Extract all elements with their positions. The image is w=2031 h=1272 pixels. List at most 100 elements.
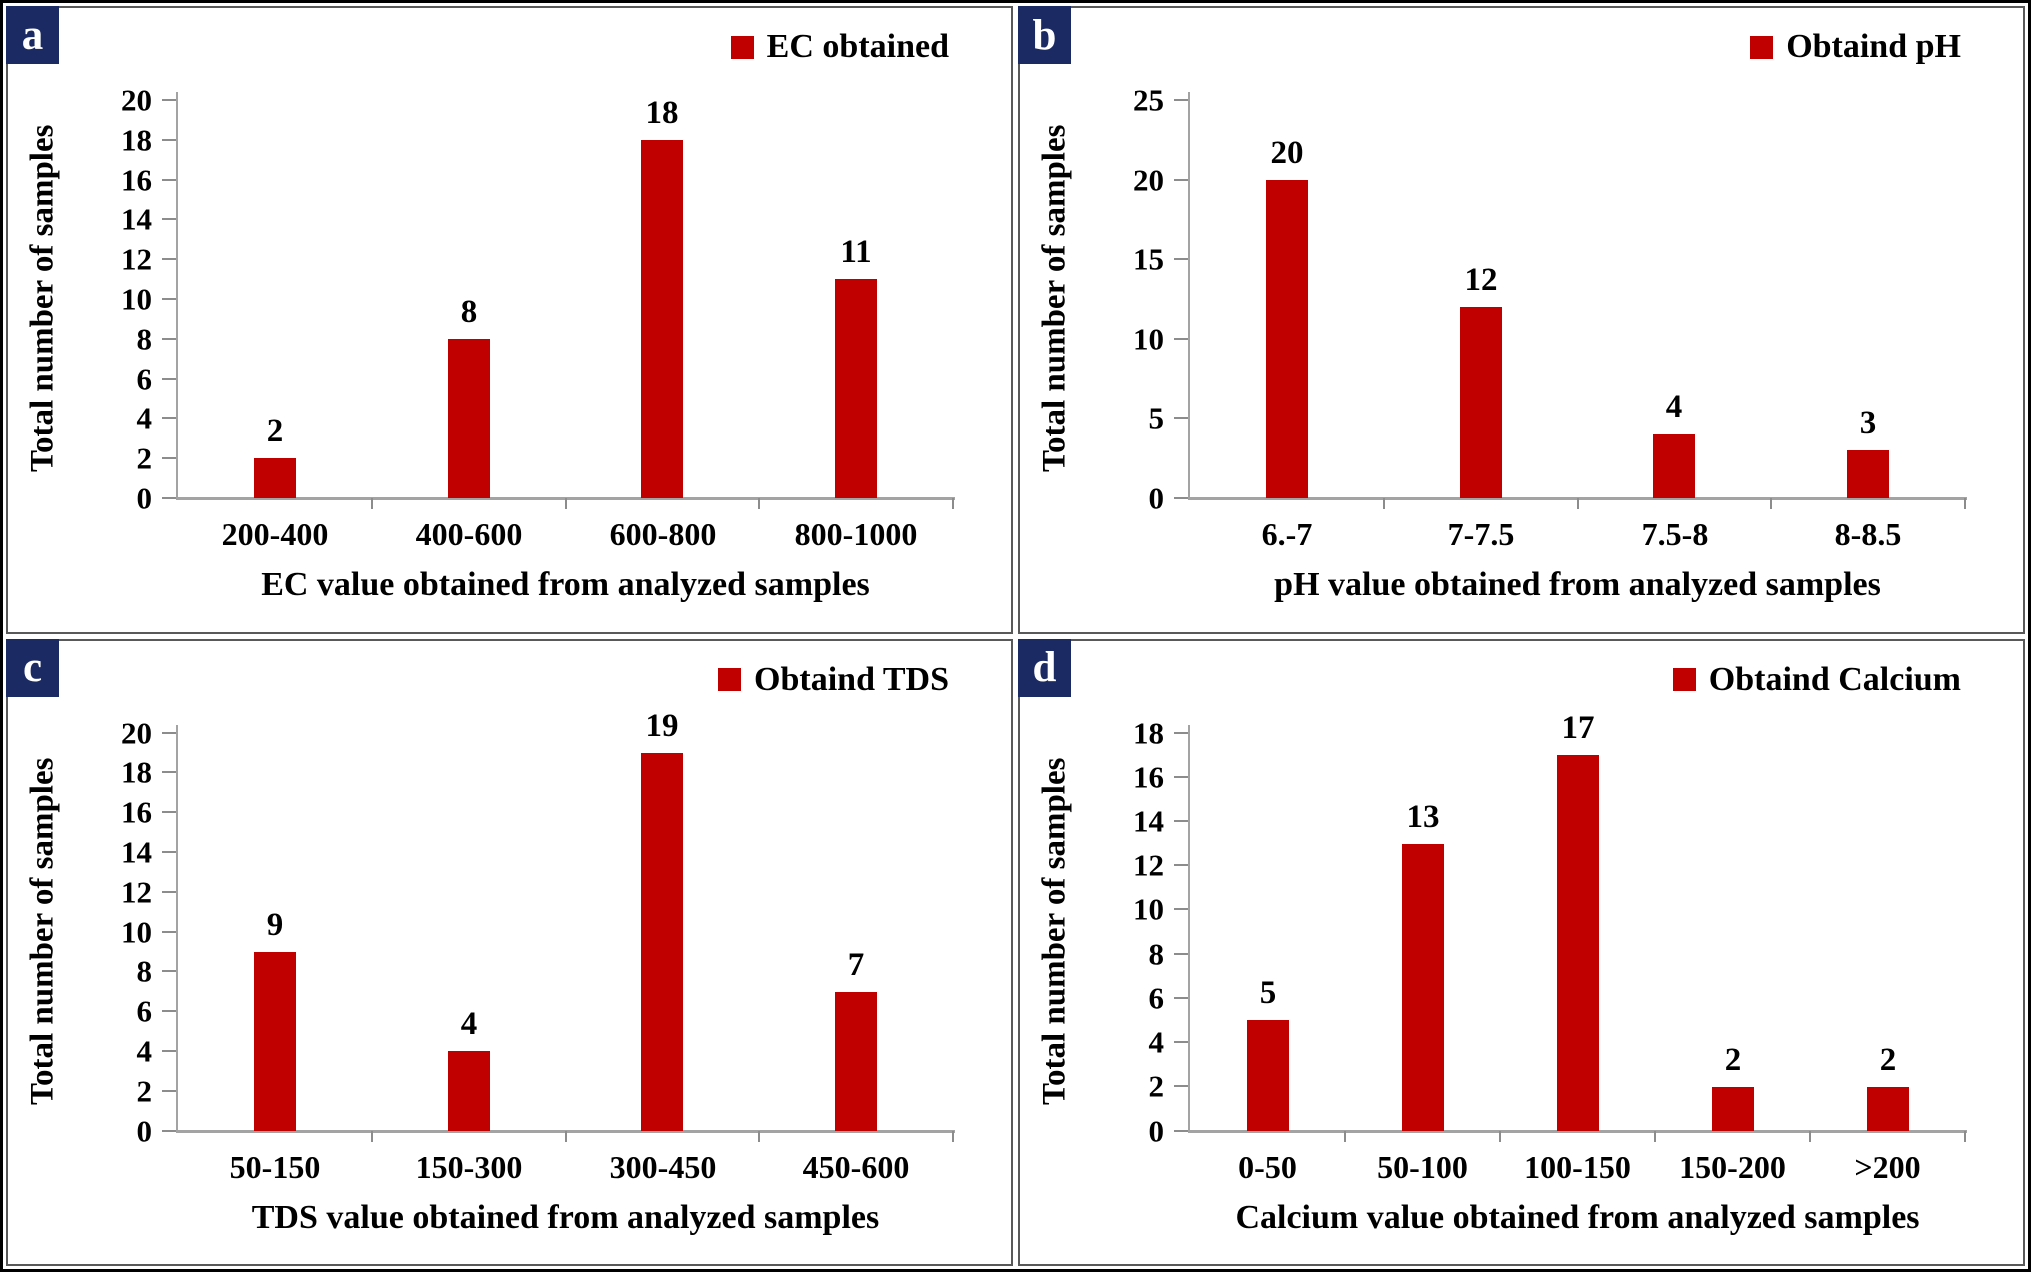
y-tick-label: 18 <box>1133 715 1164 750</box>
y-tick-label: 8 <box>136 321 153 357</box>
bar-value-label: 7 <box>847 946 865 983</box>
x-category-label: 800-1000 <box>794 516 918 552</box>
bar <box>254 951 296 1131</box>
y-tick <box>162 1089 176 1092</box>
y-tick <box>162 1010 176 1013</box>
bar <box>1867 1086 1909 1131</box>
y-axis-line <box>1188 724 1190 1131</box>
x-axis-line <box>1188 1129 1967 1133</box>
panel-d: d Obtaind Calcium Total number of sample… <box>1018 638 2025 1266</box>
y-tick-label: 18 <box>121 754 152 790</box>
y-tick-label: 10 <box>1133 321 1164 357</box>
y-tick-label: 14 <box>1133 803 1164 839</box>
y-tick-label: 20 <box>121 82 152 118</box>
y-tick <box>162 178 176 181</box>
bar <box>1247 1019 1289 1131</box>
panel-a: a EC obtained Total number of samples 0 2… <box>6 6 1013 634</box>
y-tick <box>1174 1085 1188 1088</box>
x-category-label: 100-150 <box>1524 1148 1631 1185</box>
x-tick <box>758 498 760 509</box>
bar <box>448 339 490 498</box>
y-tick-label: 4 <box>136 1033 153 1069</box>
x-category-label: 600-800 <box>609 516 717 552</box>
y-tick <box>162 930 176 933</box>
y-tick <box>162 417 176 420</box>
y-axis-line <box>1188 92 1190 498</box>
x-category-label: 8-8.5 <box>1834 516 1902 552</box>
y-tick-label: 10 <box>1133 891 1164 927</box>
y-tick-label: 16 <box>121 162 152 198</box>
y-tick-label: 18 <box>121 122 152 158</box>
bar-value-label: 20 <box>1270 135 1304 171</box>
legend-marker-icon <box>718 668 742 691</box>
y-tick <box>1174 864 1188 867</box>
panel-letter-badge: a <box>6 6 59 64</box>
y-tick <box>162 1049 176 1052</box>
x-category-label: 7-7.5 <box>1447 516 1515 552</box>
x-category-label: 6.-7 <box>1261 516 1313 552</box>
y-tick-label: 0 <box>1148 1113 1165 1148</box>
panel-c: c Obtaind TDS Total number of samples 0 2… <box>6 638 1013 1266</box>
y-axis-title: Total number of samples <box>24 756 61 1105</box>
x-tick <box>1499 1130 1501 1142</box>
x-tick <box>1964 1130 1966 1142</box>
y-tick <box>1174 952 1188 955</box>
bar-value-label: 2 <box>1879 1041 1897 1078</box>
y-tick-label: 16 <box>1133 759 1164 795</box>
bar-value-label: 19 <box>645 707 679 744</box>
y-tick <box>162 298 176 300</box>
x-tick <box>1577 498 1579 509</box>
x-axis-title: Calcium value obtained from analyzed sam… <box>1235 1198 1920 1236</box>
plot-area: 0 2 4 6 8 10 12 14 16 18 20 9 50-150 4 150-300 19 300-45… <box>121 709 955 1183</box>
bar-value-label: 5 <box>1259 974 1277 1011</box>
y-tick <box>162 138 176 141</box>
y-tick <box>1174 99 1188 101</box>
panel-letter-badge: b <box>1018 6 1071 64</box>
y-tick-label: 20 <box>1133 162 1164 198</box>
y-tick <box>162 1129 176 1132</box>
y-tick <box>1174 178 1188 181</box>
bar-value-label: 2 <box>266 413 284 449</box>
y-axis-line <box>176 724 178 1131</box>
y-tick <box>162 811 176 814</box>
y-tick-label: 0 <box>136 480 153 516</box>
bar <box>1266 180 1308 498</box>
legend: Obtaind Calcium <box>1672 662 1961 697</box>
y-tick <box>162 731 176 734</box>
y-tick <box>162 218 176 221</box>
x-category-label: 0-50 <box>1238 1148 1297 1185</box>
x-category-label: 400-600 <box>415 516 523 552</box>
x-category-label: 300-450 <box>609 1148 717 1185</box>
y-tick <box>162 497 176 499</box>
y-axis-title: Total number of samples <box>24 124 61 472</box>
y-tick <box>162 99 176 101</box>
legend: Obtaind pH <box>1750 30 1961 64</box>
y-tick <box>1174 258 1188 261</box>
panel-b: b Obtaind pH Total number of samples 0 5 1… <box>1018 6 2025 634</box>
y-tick-label: 12 <box>121 241 152 277</box>
bar <box>1653 434 1695 498</box>
x-tick <box>758 1130 760 1142</box>
y-tick <box>1174 731 1188 734</box>
y-tick-label: 12 <box>121 874 152 910</box>
y-tick-label: 0 <box>1148 480 1165 516</box>
x-tick <box>1964 498 1966 509</box>
bar <box>1557 754 1599 1131</box>
bar <box>448 1050 490 1131</box>
y-tick <box>1174 417 1188 420</box>
x-category-label: 450-600 <box>802 1148 910 1185</box>
x-category-label: 7.5-8 <box>1641 516 1709 552</box>
bar-value-label: 8 <box>460 294 478 330</box>
x-axis-title: TDS value obtained from analyzed samples <box>251 1198 880 1236</box>
plot-area: 0 2 4 6 8 10 12 14 16 18 5 0-50 13 50-100 17 100-150 2 15… <box>1133 711 1967 1183</box>
x-category-label: 150-200 <box>1679 1148 1786 1185</box>
x-tick <box>371 498 373 509</box>
y-tick <box>162 258 176 261</box>
y-tick-label: 5 <box>1148 400 1165 436</box>
y-tick <box>162 771 176 774</box>
y-tick-label: 6 <box>136 993 153 1029</box>
bar-value-label: 13 <box>1406 798 1440 835</box>
y-tick-label: 6 <box>136 361 153 397</box>
y-tick <box>1174 996 1188 999</box>
